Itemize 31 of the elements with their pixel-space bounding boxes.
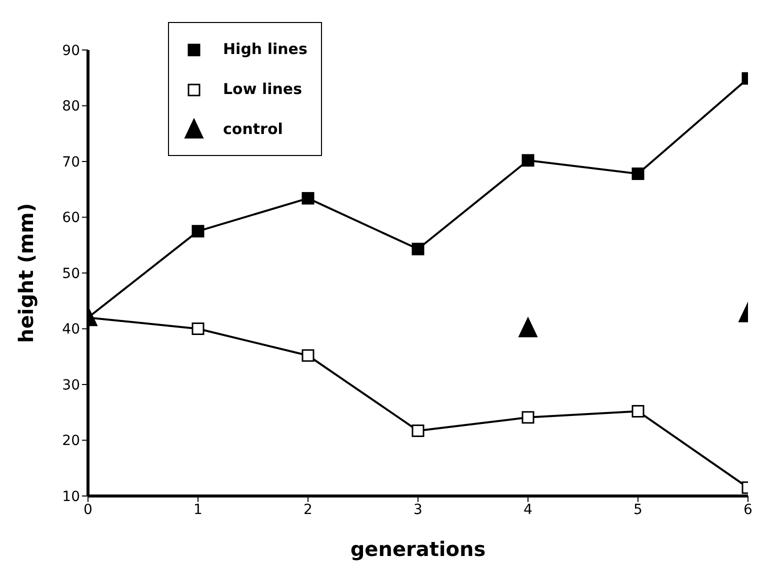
legend-label: control [223, 120, 283, 138]
y-axis-title: height (mm) [14, 203, 38, 343]
x-tick-label: 1 [194, 502, 202, 518]
y-tick-label: 50 [62, 266, 80, 282]
x-tick-label: 0 [84, 502, 92, 518]
point [302, 349, 314, 362]
legend-label: High lines [223, 40, 308, 58]
x-tick-label: 2 [304, 502, 312, 518]
x-axis-title: generations [350, 537, 486, 561]
point [192, 224, 204, 238]
y-tick-label: 70 [62, 154, 80, 170]
point [522, 154, 534, 167]
y-tick-label: 20 [62, 433, 80, 450]
y-tick-label: 40 [62, 322, 80, 338]
y-tick-label: 10 [62, 488, 80, 505]
y-tick-label: 90 [62, 42, 80, 59]
point [632, 168, 644, 180]
x-tick-label: 5 [634, 502, 642, 518]
point [302, 192, 314, 205]
point [412, 242, 424, 256]
x-tick-label: 3 [414, 502, 422, 518]
x-tick-label: 4 [524, 502, 533, 518]
y-tick-label: 30 [62, 377, 80, 394]
x-tick-label: 6 [744, 502, 753, 518]
point [192, 322, 204, 335]
legend-label: Low lines [223, 80, 302, 98]
point [412, 424, 424, 438]
y-tick-label: 60 [62, 210, 80, 226]
y-tick-label: 80 [62, 98, 80, 115]
point [632, 405, 644, 418]
point [522, 411, 534, 424]
